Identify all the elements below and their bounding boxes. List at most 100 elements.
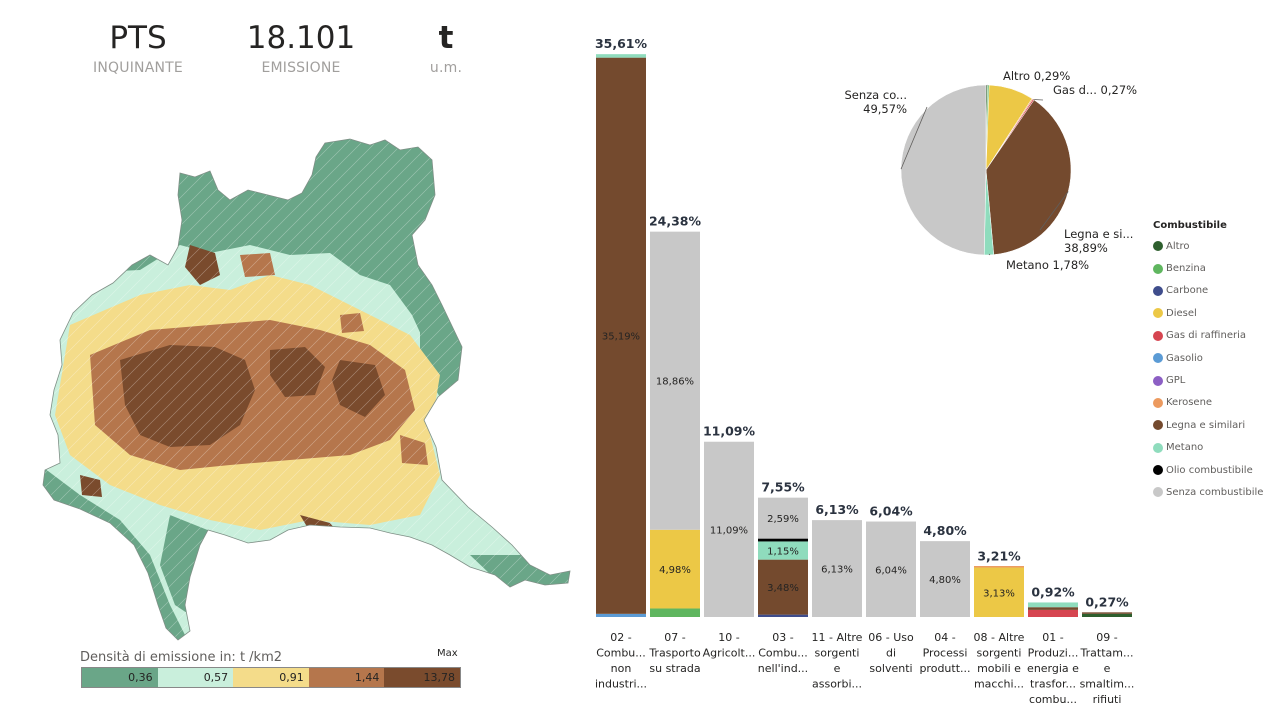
- legend-item[interactable]: Altro: [1153, 235, 1263, 257]
- kpi-emission-label: EMISSIONE: [261, 60, 341, 76]
- pie-slice-label: Altro 0,29%: [1003, 69, 1070, 83]
- legend-item-label: Diesel: [1166, 307, 1197, 319]
- fuel-legend-items: Altro Benzina Carbone Diesel Gas di raffiner…: [1153, 235, 1263, 504]
- legend-swatch: [1153, 330, 1163, 341]
- pie-slice-label: Legna e si... 38,89%: [1064, 227, 1133, 255]
- category-tick-label: 11 - Altre sorgenti e assorbi...: [812, 631, 863, 691]
- legend-item[interactable]: Gas di raffineria: [1153, 325, 1263, 347]
- bar-total-label: 0,27%: [1085, 595, 1129, 610]
- bar-segment[interactable]: [650, 231, 700, 530]
- map-legend-title: Densità di emissione in: t /km2: [80, 650, 283, 665]
- pie-slice-label: Gas d... 0,27%: [1053, 83, 1137, 97]
- bar-segment[interactable]: [1082, 613, 1132, 617]
- legend-item-label: Olio combustibile: [1166, 464, 1253, 476]
- legend-swatch: [1153, 375, 1163, 386]
- bar-segment[interactable]: [596, 613, 646, 617]
- bar-segment[interactable]: [596, 57, 646, 614]
- bar-segment[interactable]: [758, 541, 808, 560]
- legend-item[interactable]: GPL: [1153, 369, 1263, 391]
- pie-slice[interactable]: [900, 84, 987, 256]
- legend-item-label: Kerosene: [1166, 397, 1213, 409]
- kpi-pollutant-value: PTS: [109, 20, 167, 56]
- legend-item-label: Senza combustibile: [1166, 486, 1264, 498]
- legend-item[interactable]: Metano: [1153, 437, 1263, 459]
- legend-swatch: [1153, 487, 1163, 498]
- category-tick-label: 10 -Agricolt...: [703, 631, 756, 660]
- legend-bin-label: 1,44: [354, 671, 380, 684]
- fuel-pie-chart[interactable]: Altro 0,29%Gas d... 0,27% Legna e si... 38…: [835, 60, 1145, 290]
- bar-total-label: 0,92%: [1031, 584, 1075, 599]
- bar-segment-label: 4,98%: [659, 565, 691, 576]
- fuel-legend: Combustibile Altro Benzina Carbone Diesel Ga…: [1153, 220, 1263, 504]
- legend-item[interactable]: Olio combustibile: [1153, 459, 1263, 481]
- legend-swatch: [1153, 308, 1163, 319]
- bar-segment[interactable]: [1082, 612, 1132, 614]
- bar-segment[interactable]: [974, 567, 1024, 617]
- legend-item[interactable]: Legna e similari: [1153, 414, 1263, 436]
- bar-segment-label: 4,80%: [929, 575, 961, 586]
- bar-segment[interactable]: [974, 566, 1024, 568]
- legend-item-label: Metano: [1166, 442, 1204, 454]
- legend-item[interactable]: Kerosene: [1153, 392, 1263, 414]
- legend-item-label: Gas di raffineria: [1166, 330, 1246, 342]
- legend-item-label: Gasolio: [1166, 352, 1203, 364]
- map-legend-bar: 0,36 0,57 0,91 1,44 13,78: [81, 667, 461, 688]
- legend-swatch: [1153, 241, 1163, 252]
- region-outline: [42, 138, 571, 641]
- legend-bin: 13,78: [384, 668, 460, 687]
- bar-segment[interactable]: [866, 521, 916, 617]
- category-tick-label: 03 -Combu... nell'ind...: [758, 631, 808, 675]
- emission-density-map[interactable]: [40, 135, 580, 645]
- bar-total-label: 11,09%: [703, 424, 756, 439]
- bar-segment[interactable]: [596, 54, 646, 58]
- legend-item[interactable]: Benzina: [1153, 257, 1263, 279]
- bar-segment[interactable]: [1028, 607, 1078, 610]
- bar-segment[interactable]: [758, 614, 808, 617]
- pie-slice-label: Senza co... 49,57%: [844, 88, 907, 116]
- legend-bin-label: 0,36: [128, 671, 153, 684]
- category-tick-label: 06 - Uso di solventi: [868, 631, 914, 675]
- legend-item-label: Carbone: [1166, 285, 1209, 297]
- legend-item-label: Benzina: [1166, 263, 1206, 275]
- legend-bin: 1,44: [308, 668, 385, 687]
- bar-segment[interactable]: [1028, 609, 1078, 617]
- category-tick-label: 02 -Combu... non industri...: [595, 631, 647, 691]
- bar-segment-label: 18,86%: [656, 377, 694, 388]
- legend-item-label: GPL: [1166, 375, 1186, 387]
- pie-slice-label: Metano 1,78%: [1006, 258, 1089, 272]
- bar-segment[interactable]: [920, 541, 970, 617]
- legend-swatch: [1153, 442, 1163, 453]
- bar-segment[interactable]: [1028, 602, 1078, 608]
- bar-segment-label: 3,48%: [767, 583, 799, 594]
- bar-segment[interactable]: [704, 441, 754, 617]
- legend-swatch: [1153, 420, 1163, 431]
- kpi-unit: t u.m.: [371, 18, 521, 76]
- kpi-emission: 18.101 EMISSIONE: [226, 18, 376, 76]
- bar-segment[interactable]: [650, 608, 700, 617]
- bar-segment[interactable]: [758, 497, 808, 539]
- legend-swatch: [1153, 285, 1163, 296]
- legend-item[interactable]: Diesel: [1153, 302, 1263, 324]
- legend-item[interactable]: Gasolio: [1153, 347, 1263, 369]
- category-tick-label: 01 -Produzi... energia e trasfor... combu..…: [1027, 631, 1079, 706]
- pie-slice[interactable]: [985, 99, 1072, 255]
- bar-total-label: 7,55%: [761, 480, 805, 495]
- bar-segment[interactable]: [758, 538, 808, 542]
- kpi-pollutant-label: INQUINANTE: [93, 60, 183, 76]
- bar-segment[interactable]: [650, 529, 700, 609]
- legend-item[interactable]: Carbone: [1153, 280, 1263, 302]
- bar-segment[interactable]: [812, 520, 862, 617]
- bar-segment-label: 6,04%: [875, 565, 907, 576]
- kpi-unit-label: u.m.: [429, 60, 463, 76]
- legend-item[interactable]: Senza combustibile: [1153, 481, 1263, 503]
- kpi-unit-value: t: [438, 20, 454, 56]
- pie-leader-line: [1039, 191, 1069, 231]
- category-tick-label: 04 -Processi produtt...: [919, 631, 970, 675]
- legend-swatch: [1153, 263, 1163, 274]
- legend-swatch: [1153, 465, 1163, 476]
- bar-total-label: 6,13%: [815, 502, 859, 517]
- bar-segment-label: 11,09%: [710, 525, 748, 536]
- legend-bin-label: 0,57: [203, 671, 229, 684]
- bar-segment[interactable]: [758, 559, 808, 615]
- sector-bar-chart[interactable]: 35,19% 35,61% 02 -Combu... non industri... 4,…: [585, 20, 1145, 710]
